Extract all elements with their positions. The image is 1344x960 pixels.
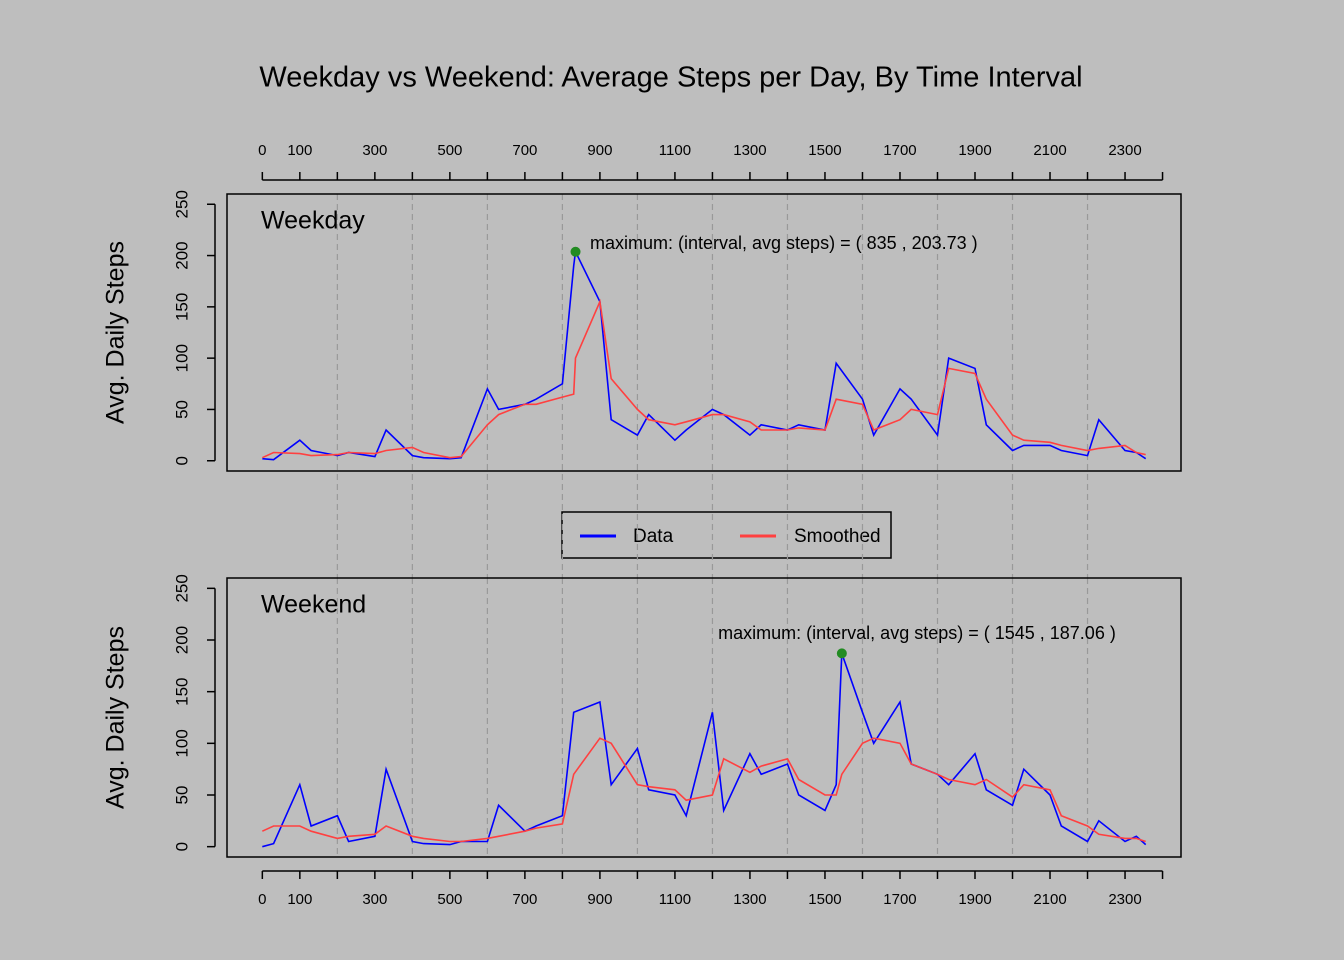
y-axis-title: Avg. Daily Steps — [102, 626, 130, 809]
x-tick-label: 1100 — [659, 891, 691, 908]
y-tick-label: 250 — [172, 574, 191, 602]
x-tick-label: 100 — [287, 142, 312, 159]
y-tick-label: 200 — [172, 626, 191, 654]
x-tick-label: 1300 — [733, 142, 766, 159]
y-tick-label: 0 — [172, 842, 191, 851]
chart-title: Weekday vs Weekend: Average Steps per Da… — [259, 62, 1082, 94]
x-tick-label: 500 — [437, 891, 462, 908]
x-tick-label: 2100 — [1033, 891, 1066, 908]
y-tick-label: 200 — [172, 241, 191, 269]
y-tick-label: 150 — [172, 293, 191, 321]
x-tick-label: 1500 — [808, 891, 841, 908]
x-tick-label: 1700 — [883, 142, 916, 159]
max-point — [836, 648, 847, 659]
x-tick-label: 0 — [258, 142, 266, 159]
x-tick-label: 1900 — [958, 142, 991, 159]
y-tick-label: 100 — [172, 344, 191, 372]
y-tick-label: 50 — [172, 786, 191, 805]
x-tick-label: 2300 — [1108, 891, 1141, 908]
x-tick-label: 2300 — [1108, 142, 1141, 159]
panel-label: Weekend — [261, 591, 366, 619]
legend-label: Data — [633, 526, 674, 547]
x-tick-label: 1100 — [659, 142, 691, 159]
y-tick-label: 250 — [172, 190, 191, 218]
plot-frame — [226, 193, 1182, 472]
panel-label: Weekday — [261, 207, 365, 235]
x-tick-label: 700 — [512, 142, 537, 159]
x-tick-label: 0 — [258, 891, 266, 908]
x-tick-label: 500 — [437, 142, 462, 159]
series-line — [261, 737, 1146, 843]
series-line — [261, 298, 1146, 459]
y-tick-label: 100 — [172, 729, 191, 757]
x-tick-label: 700 — [512, 891, 537, 908]
x-tick-label: 300 — [362, 142, 387, 159]
y-axis-title: Avg. Daily Steps — [102, 241, 130, 424]
series-line — [262, 653, 1147, 848]
y-tick-label: 150 — [172, 677, 191, 705]
x-tick-label: 300 — [362, 891, 387, 908]
annotation: maximum: (interval, avg steps) = ( 1545 … — [718, 623, 1116, 643]
x-tick-label: 900 — [587, 891, 612, 908]
x-tick-label: 1500 — [808, 142, 841, 159]
annotation: maximum: (interval, avg steps) = ( 835 ,… — [590, 233, 978, 253]
y-tick-label: 0 — [172, 456, 191, 465]
x-tick-label: 1300 — [733, 891, 766, 908]
x-tick-label: 100 — [287, 891, 312, 908]
y-tick-label: 50 — [172, 400, 191, 419]
max-point — [570, 246, 581, 257]
x-tick-label: 1700 — [883, 891, 916, 908]
x-tick-label: 1900 — [958, 891, 991, 908]
x-tick-label: 900 — [587, 142, 612, 159]
legend-label: Smoothed — [794, 526, 881, 547]
plot-frame — [226, 577, 1182, 858]
series-line — [262, 248, 1147, 461]
x-tick-label: 2100 — [1033, 142, 1066, 159]
